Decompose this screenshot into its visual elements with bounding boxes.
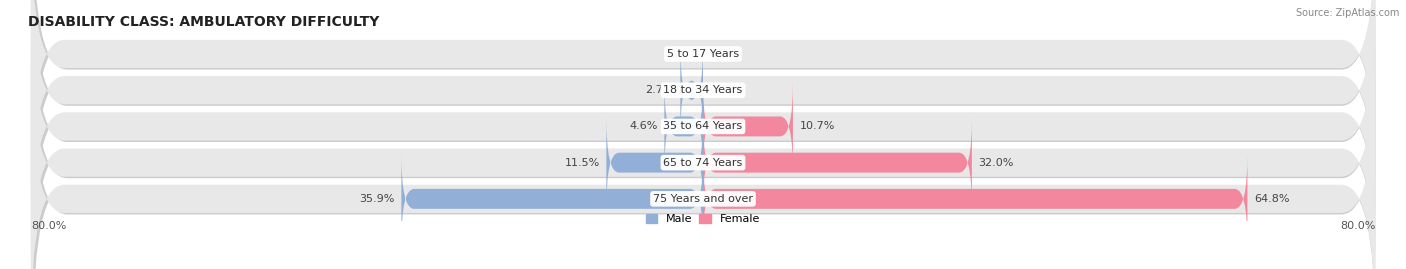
Text: 65 to 74 Years: 65 to 74 Years <box>664 158 742 168</box>
Text: 0.0%: 0.0% <box>710 85 738 95</box>
Text: 35.9%: 35.9% <box>360 194 395 204</box>
FancyBboxPatch shape <box>703 154 1247 243</box>
FancyBboxPatch shape <box>665 82 703 171</box>
Text: 80.0%: 80.0% <box>31 221 66 231</box>
FancyBboxPatch shape <box>31 68 1375 269</box>
Text: 2.7%: 2.7% <box>645 85 673 95</box>
FancyBboxPatch shape <box>31 0 1375 257</box>
FancyBboxPatch shape <box>681 46 703 134</box>
FancyBboxPatch shape <box>606 118 703 207</box>
Text: 64.8%: 64.8% <box>1254 194 1289 204</box>
Text: 18 to 34 Years: 18 to 34 Years <box>664 85 742 95</box>
Text: 0.0%: 0.0% <box>668 49 696 59</box>
FancyBboxPatch shape <box>34 70 1375 269</box>
FancyBboxPatch shape <box>34 33 1375 269</box>
Text: 35 to 64 Years: 35 to 64 Years <box>664 121 742 132</box>
Text: 0.0%: 0.0% <box>710 49 738 59</box>
FancyBboxPatch shape <box>34 0 1375 186</box>
Text: 75 Years and over: 75 Years and over <box>652 194 754 204</box>
FancyBboxPatch shape <box>31 0 1375 221</box>
FancyBboxPatch shape <box>31 0 1375 185</box>
Text: 5 to 17 Years: 5 to 17 Years <box>666 49 740 59</box>
FancyBboxPatch shape <box>703 82 793 171</box>
Text: 10.7%: 10.7% <box>800 121 835 132</box>
Text: 11.5%: 11.5% <box>564 158 599 168</box>
Text: 4.6%: 4.6% <box>630 121 658 132</box>
Text: Source: ZipAtlas.com: Source: ZipAtlas.com <box>1295 8 1399 18</box>
Text: 32.0%: 32.0% <box>979 158 1014 168</box>
FancyBboxPatch shape <box>34 0 1375 259</box>
Legend: Male, Female: Male, Female <box>647 214 759 224</box>
FancyBboxPatch shape <box>34 0 1375 222</box>
Text: DISABILITY CLASS: AMBULATORY DIFFICULTY: DISABILITY CLASS: AMBULATORY DIFFICULTY <box>28 15 380 29</box>
Text: 80.0%: 80.0% <box>1340 221 1375 231</box>
FancyBboxPatch shape <box>703 118 972 207</box>
FancyBboxPatch shape <box>401 154 703 243</box>
FancyBboxPatch shape <box>31 32 1375 269</box>
